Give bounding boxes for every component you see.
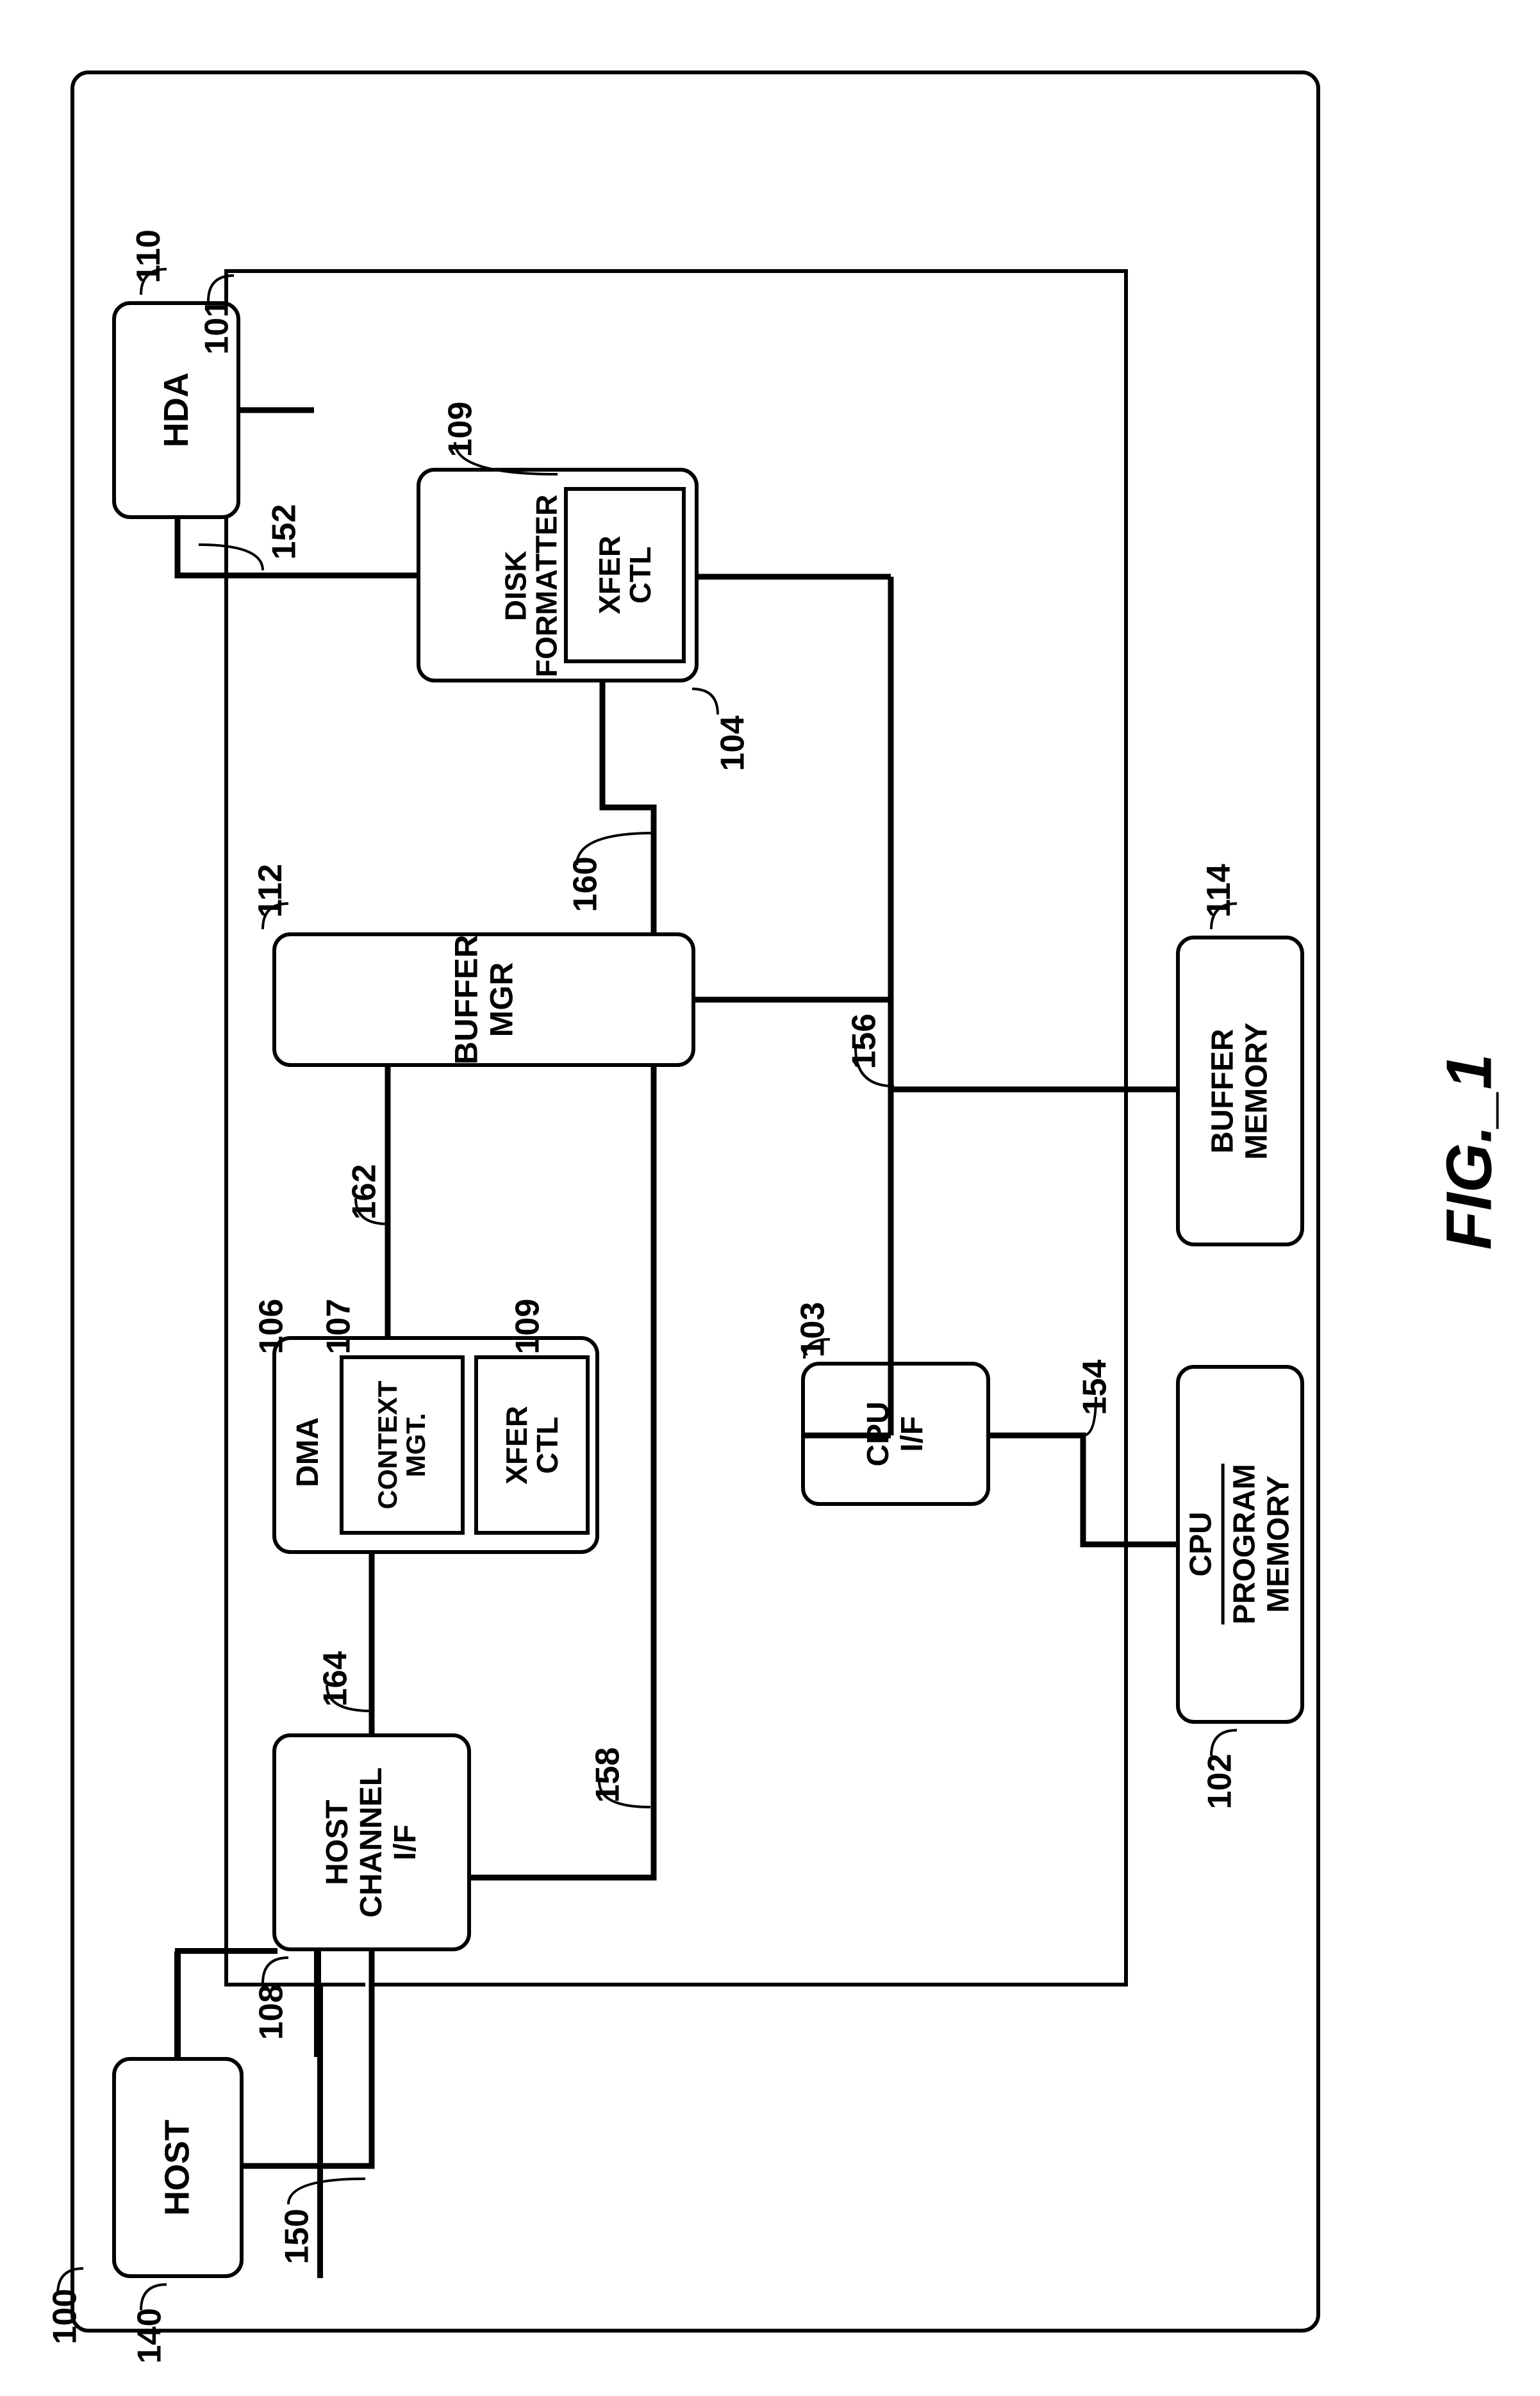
diagram-canvas: HOST HDA BUFFER MEMORY CPU PROGRAM MEMOR… [26, 26, 1514, 2370]
conn-150 [314, 1951, 320, 2057]
connectors-svg [26, 26, 1514, 2370]
